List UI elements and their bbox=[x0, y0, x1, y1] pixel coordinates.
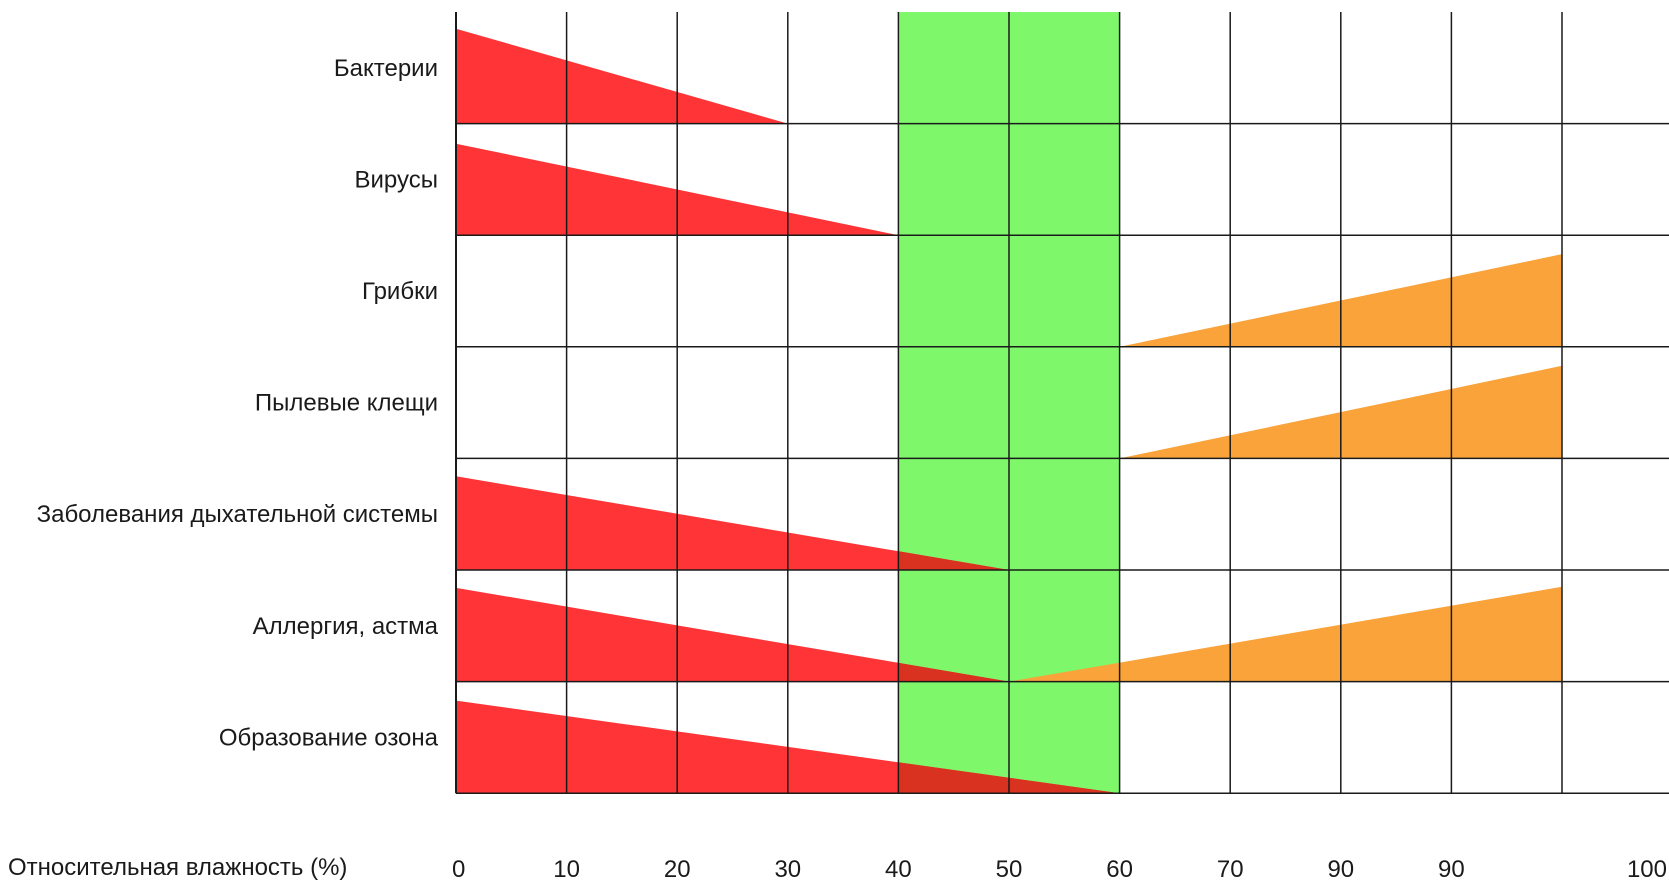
x-tick-label-7: 60 bbox=[1106, 856, 1133, 883]
row-label-5: Заболевания дыхательной системы bbox=[37, 501, 438, 528]
row-6-humid-risk-wedge bbox=[1009, 586, 1562, 682]
row-labels: Бактерии Вирусы Грибки Пылевые клещи Заболев… bbox=[37, 55, 439, 752]
grid-layer bbox=[455, 12, 1669, 794]
row-label-7: Образование озона bbox=[219, 724, 439, 751]
x-tick-label-3: 20 bbox=[664, 856, 691, 883]
x-tick-labels: 0 10 20 30 40 50 60 70 90 90 100 bbox=[452, 856, 1667, 883]
x-tick-label-2: 10 bbox=[553, 856, 580, 883]
row-6-dry-risk-overlap bbox=[898, 662, 1009, 682]
x-axis-title: Относительная влажность (%) bbox=[8, 854, 347, 881]
row-label-2: Вирусы bbox=[355, 166, 438, 193]
x-tick-label-4: 30 bbox=[774, 856, 801, 883]
x-tick-label-1: 0 bbox=[452, 856, 465, 883]
row-6-dry-risk-wedge bbox=[456, 587, 1009, 682]
x-tick-label-8: 70 bbox=[1217, 856, 1244, 883]
row-1-dry-risk-wedge bbox=[456, 28, 788, 124]
row-5-dry-risk-wedge bbox=[456, 476, 1009, 570]
x-tick-label-9: 90 bbox=[1327, 856, 1354, 883]
row-label-3: Грибки bbox=[362, 278, 438, 305]
x-tick-label-6: 50 bbox=[996, 856, 1023, 883]
x-tick-label-11: 100 bbox=[1627, 856, 1667, 883]
x-tick-label-5: 40 bbox=[885, 856, 912, 883]
row-label-6: Аллергия, астма bbox=[253, 613, 439, 640]
row-5-dry-risk-overlap bbox=[898, 551, 1009, 570]
row-label-4: Пылевые клещи bbox=[255, 390, 438, 417]
x-tick-label-10: 90 bbox=[1438, 856, 1465, 883]
row-label-1: Бактерии bbox=[334, 55, 438, 82]
